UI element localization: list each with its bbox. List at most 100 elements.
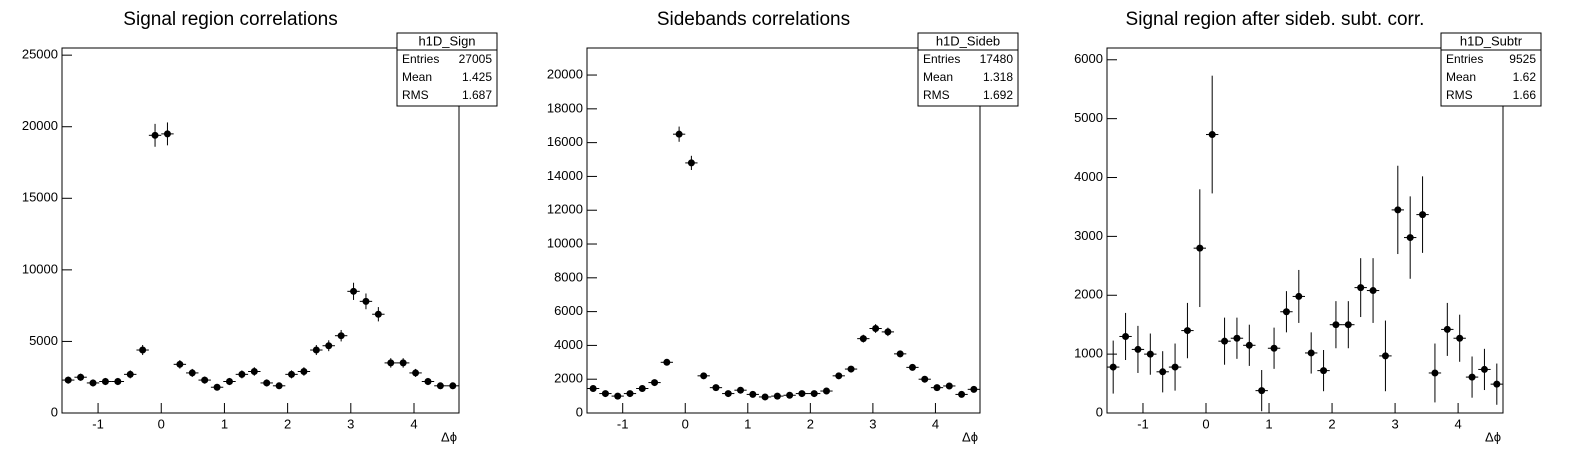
data-point (761, 393, 769, 401)
stats-value: 9525 (1509, 52, 1536, 66)
x-tick-label: 3 (869, 416, 876, 431)
data-point (810, 390, 818, 398)
data-point (1134, 345, 1142, 353)
data-point (1109, 363, 1117, 371)
y-tick-label: 20000 (547, 66, 583, 81)
data-point (176, 360, 184, 368)
data-point (724, 390, 732, 398)
stats-key: Mean (1446, 70, 1476, 84)
stats-title: h1D_Subtr (1460, 33, 1523, 48)
stats-key: Entries (402, 52, 439, 66)
stats-value: 1.66 (1513, 88, 1537, 102)
y-tick-label: 20000 (22, 118, 58, 133)
x-axis-label: Δϕ (962, 429, 978, 444)
data-point (312, 346, 320, 354)
chart-title: Signal region after sideb. subt. corr. (1126, 9, 1425, 30)
data-point (412, 369, 420, 377)
data-point (1208, 131, 1216, 139)
data-point (1332, 321, 1340, 329)
stats-key: RMS (923, 88, 950, 102)
stats-title: h1D_Sideb (936, 33, 1000, 48)
data-point (1344, 321, 1352, 329)
x-tick-label: 1 (221, 416, 228, 431)
y-tick-label: 5000 (1074, 110, 1103, 125)
chart-title: Sidebands correlations (657, 9, 850, 30)
x-tick-label: 0 (1202, 416, 1209, 431)
y-tick-label: 10000 (547, 235, 583, 250)
data-point (275, 382, 283, 390)
data-point (1171, 363, 1179, 371)
x-tick-label: 0 (158, 416, 165, 431)
y-tick-label: 0 (51, 404, 58, 419)
data-point (626, 390, 634, 398)
data-point (1258, 387, 1266, 395)
x-axis-label: Δϕ (1485, 429, 1501, 444)
data-point (589, 384, 597, 392)
y-tick-label: 5000 (29, 333, 58, 348)
data-point (601, 390, 609, 398)
x-tick-label: 4 (410, 416, 417, 431)
data-point (163, 130, 171, 138)
data-point (300, 367, 308, 375)
data-point (700, 372, 708, 380)
data-point (737, 386, 745, 394)
data-point (288, 370, 296, 378)
data-point (139, 346, 147, 354)
y-tick-label: 4000 (1074, 169, 1103, 184)
data-point (970, 385, 978, 393)
data-point (663, 358, 671, 366)
stats-value: 27005 (459, 52, 493, 66)
y-tick-label: 2000 (1074, 287, 1103, 302)
data-point (250, 367, 258, 375)
data-point (687, 159, 695, 167)
data-point (1431, 369, 1439, 377)
y-tick-label: 10000 (22, 261, 58, 276)
y-tick-label: 0 (576, 404, 583, 419)
data-point (1480, 365, 1488, 373)
data-point (89, 379, 97, 387)
data-point (945, 382, 953, 390)
data-point (77, 373, 85, 381)
stats-key: Mean (923, 70, 953, 84)
x-tick-label: 3 (347, 416, 354, 431)
data-point (114, 378, 122, 386)
plot-frame (586, 47, 981, 414)
data-point (884, 328, 892, 336)
data-point (1295, 292, 1303, 300)
y-tick-label: 25000 (22, 47, 58, 62)
y-tick-label: 1000 (1074, 346, 1103, 361)
data-point (1122, 332, 1130, 340)
stats-title: h1D_Sign (418, 33, 475, 48)
stats-box (396, 32, 498, 107)
x-tick-label: 4 (1454, 416, 1461, 431)
data-point (859, 335, 867, 343)
data-point (1270, 344, 1278, 352)
stats-value: 1.692 (983, 88, 1013, 102)
data-point (387, 359, 395, 367)
x-tick-label: 4 (932, 416, 939, 431)
data-point (201, 376, 209, 384)
data-point (337, 332, 345, 340)
data-point (1196, 244, 1204, 252)
stats-value: 1.687 (462, 88, 492, 102)
data-point (749, 390, 757, 398)
data-point (822, 387, 830, 395)
x-axis-label: Δϕ (441, 429, 457, 444)
y-tick-label: 8000 (554, 269, 583, 284)
stats-value: 1.62 (1513, 70, 1537, 84)
data-point (225, 378, 233, 386)
data-point (651, 379, 659, 387)
data-point (1443, 325, 1451, 333)
y-tick-label: 6000 (554, 303, 583, 318)
data-point (325, 342, 333, 350)
x-tick-label: 2 (1328, 416, 1335, 431)
data-point (921, 375, 929, 383)
y-tick-label: 4000 (554, 337, 583, 352)
data-point (1406, 234, 1414, 242)
y-tick-label: 3000 (1074, 228, 1103, 243)
data-point (933, 384, 941, 392)
data-point (101, 378, 109, 386)
data-point (712, 384, 720, 392)
data-point (213, 383, 221, 391)
data-point (1307, 349, 1315, 357)
